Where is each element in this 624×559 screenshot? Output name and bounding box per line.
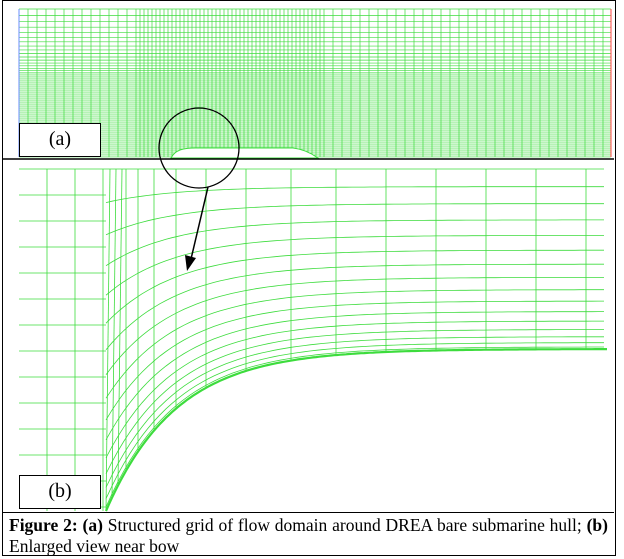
figure-number: Figure 2: bbox=[9, 515, 78, 535]
grid-drawing bbox=[3, 8, 614, 512]
grid-line bbox=[105, 249, 604, 324]
hull-surface bbox=[104, 348, 607, 512]
figure: (a) (b) Figure 2: (a) Structured grid of… bbox=[2, 0, 616, 556]
grid-line bbox=[105, 203, 604, 236]
grid-line bbox=[105, 300, 604, 421]
grid-line bbox=[105, 348, 604, 512]
caption-text: Enlarged view near bow bbox=[9, 536, 180, 556]
panel-label: (a) bbox=[19, 123, 101, 157]
grid-line bbox=[111, 168, 117, 498]
zoom-arrow bbox=[190, 186, 209, 260]
zoom-circle bbox=[158, 107, 240, 189]
grid-line bbox=[105, 329, 604, 474]
grid-line bbox=[105, 346, 604, 508]
caption-label: (b) bbox=[586, 515, 608, 535]
grid-line bbox=[105, 219, 604, 267]
grid-line bbox=[117, 168, 123, 486]
grid-line bbox=[105, 263, 604, 351]
panel-label: (b) bbox=[19, 475, 101, 509]
grid-line bbox=[105, 342, 604, 499]
grid-line bbox=[105, 289, 604, 399]
hull bbox=[170, 147, 320, 159]
grid-line bbox=[105, 168, 111, 512]
grid-line bbox=[105, 186, 604, 203]
arrow-head bbox=[185, 255, 196, 271]
caption: Figure 2: (a) Structured grid of flow do… bbox=[3, 512, 614, 559]
grid-line bbox=[105, 336, 604, 488]
grid-line bbox=[105, 320, 604, 458]
caption-text: Structured grid of flow domain around DR… bbox=[107, 515, 582, 535]
grid-line bbox=[105, 235, 604, 296]
grid-line bbox=[105, 311, 604, 440]
caption-label: (a) bbox=[82, 515, 103, 535]
grid-line bbox=[105, 277, 604, 376]
